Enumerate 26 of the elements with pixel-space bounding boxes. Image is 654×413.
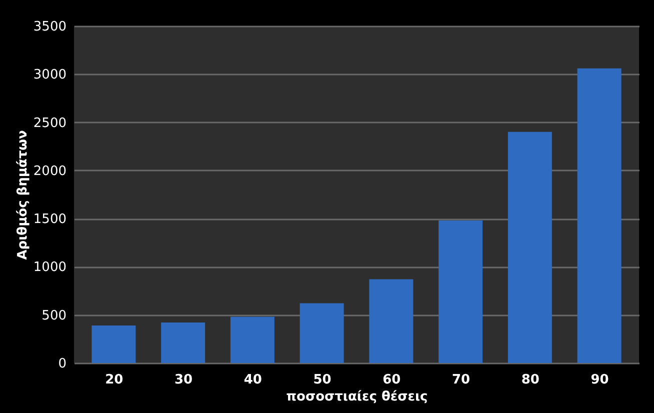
x-tick-label: 50 bbox=[313, 372, 332, 388]
bar bbox=[92, 325, 136, 363]
bar bbox=[230, 316, 274, 363]
bar bbox=[438, 220, 483, 363]
y-tick-label: 2000 bbox=[33, 164, 66, 179]
y-tick-label: 1500 bbox=[33, 212, 66, 228]
bar bbox=[300, 303, 344, 363]
x-axis-title: ποσοστιαίες θέσεις bbox=[286, 390, 428, 404]
y-tick-label: 2500 bbox=[33, 116, 66, 131]
y-tick-label: 3500 bbox=[33, 20, 66, 34]
y-tick-label: 0 bbox=[58, 356, 66, 372]
x-tick-label: 20 bbox=[105, 372, 124, 388]
y-axis-title: Αριθμός βημάτων bbox=[15, 130, 30, 260]
x-tick-label: 30 bbox=[174, 372, 193, 388]
x-tick-label: 40 bbox=[244, 372, 262, 388]
bar bbox=[161, 322, 206, 363]
bar bbox=[577, 68, 622, 363]
x-tick-label: 60 bbox=[382, 372, 401, 388]
y-tick-label: 1000 bbox=[33, 260, 66, 276]
bar bbox=[508, 132, 552, 363]
x-tick-label: 70 bbox=[452, 372, 470, 388]
x-tick-label: 80 bbox=[521, 372, 540, 388]
bar bbox=[369, 279, 414, 363]
x-tick-label: 90 bbox=[590, 372, 609, 388]
y-tick-label: 3000 bbox=[33, 68, 66, 83]
y-tick-label: 500 bbox=[42, 308, 66, 324]
